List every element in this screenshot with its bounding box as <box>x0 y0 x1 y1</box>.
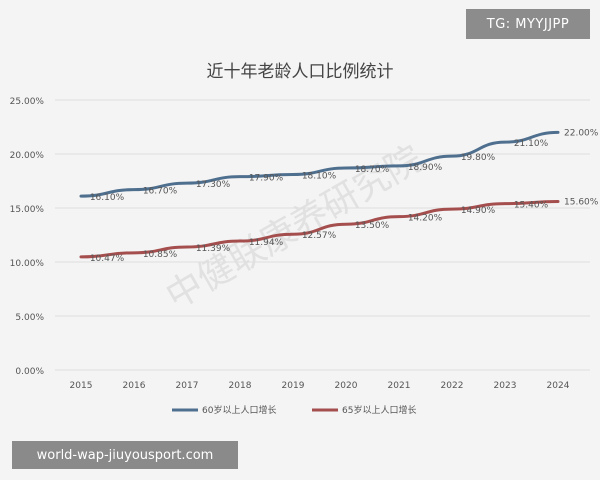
series-line-65 <box>79 200 560 259</box>
data-label: 15.40% <box>514 201 549 211</box>
x-tick-label: 2020 <box>335 381 358 391</box>
x-tick-label: 2016 <box>123 381 146 391</box>
data-label: 14.90% <box>461 206 496 216</box>
y-axis: 0.00% 5.00% 10.00% 15.00% 20.00% 25.00% <box>10 97 45 377</box>
data-label: 19.80% <box>461 153 496 163</box>
data-label: 21.10% <box>514 139 549 149</box>
series-line-60 <box>79 130 560 198</box>
data-label: 17.90% <box>249 174 284 184</box>
legend-label: 65岁以上人口增长 <box>342 404 416 416</box>
y-tick-label: 0.00% <box>15 367 44 377</box>
data-label: 18.10% <box>302 172 337 182</box>
data-label: 14.20% <box>408 214 443 224</box>
x-axis: 2015 2016 2017 2018 2019 2020 2021 2022 2023 2024 <box>70 381 570 391</box>
data-label: 18.90% <box>408 163 443 173</box>
data-label: 11.94% <box>249 238 284 248</box>
x-tick-label: 2024 <box>547 381 570 391</box>
data-label: 18.70% <box>355 165 390 175</box>
y-tick-label: 15.00% <box>10 205 45 215</box>
data-label: 17.30% <box>196 180 231 190</box>
series-group <box>79 130 560 259</box>
grid <box>55 99 590 371</box>
data-label: 16.10% <box>90 193 125 203</box>
data-label: 11.39% <box>196 244 231 254</box>
data-label: 16.70% <box>143 187 178 197</box>
y-tick-label: 25.00% <box>10 97 45 107</box>
site-url-banner: world-wap-jiuyousport.com <box>12 441 238 469</box>
y-tick-label: 5.00% <box>15 313 44 323</box>
x-tick-label: 2018 <box>229 381 252 391</box>
data-label: 15.60% <box>564 198 599 208</box>
data-labels: 16.10% 16.70% 17.30% 17.90% 18.10% 18.70% 18.9… <box>90 128 599 264</box>
x-tick-label: 2023 <box>494 381 517 391</box>
y-tick-label: 10.00% <box>10 259 45 269</box>
x-tick-label: 2022 <box>441 381 464 391</box>
x-tick-label: 2019 <box>282 381 305 391</box>
data-label: 22.00% <box>564 128 599 138</box>
chart-title: 近十年老龄人口比例统计 <box>207 62 394 82</box>
legend: 60岁以上人口增长 65岁以上人口增长 <box>172 404 416 416</box>
data-label: 12.57% <box>302 231 337 241</box>
data-label: 13.50% <box>355 221 390 231</box>
data-label: 10.85% <box>143 250 178 260</box>
x-tick-label: 2017 <box>176 381 199 391</box>
x-tick-label: 2021 <box>388 381 411 391</box>
y-tick-label: 20.00% <box>10 151 45 161</box>
x-tick-label: 2015 <box>70 381 93 391</box>
data-label: 10.47% <box>90 254 125 264</box>
legend-label: 60岁以上人口增长 <box>202 404 276 416</box>
telegram-tag: TG: MYYJJPP <box>466 9 590 39</box>
